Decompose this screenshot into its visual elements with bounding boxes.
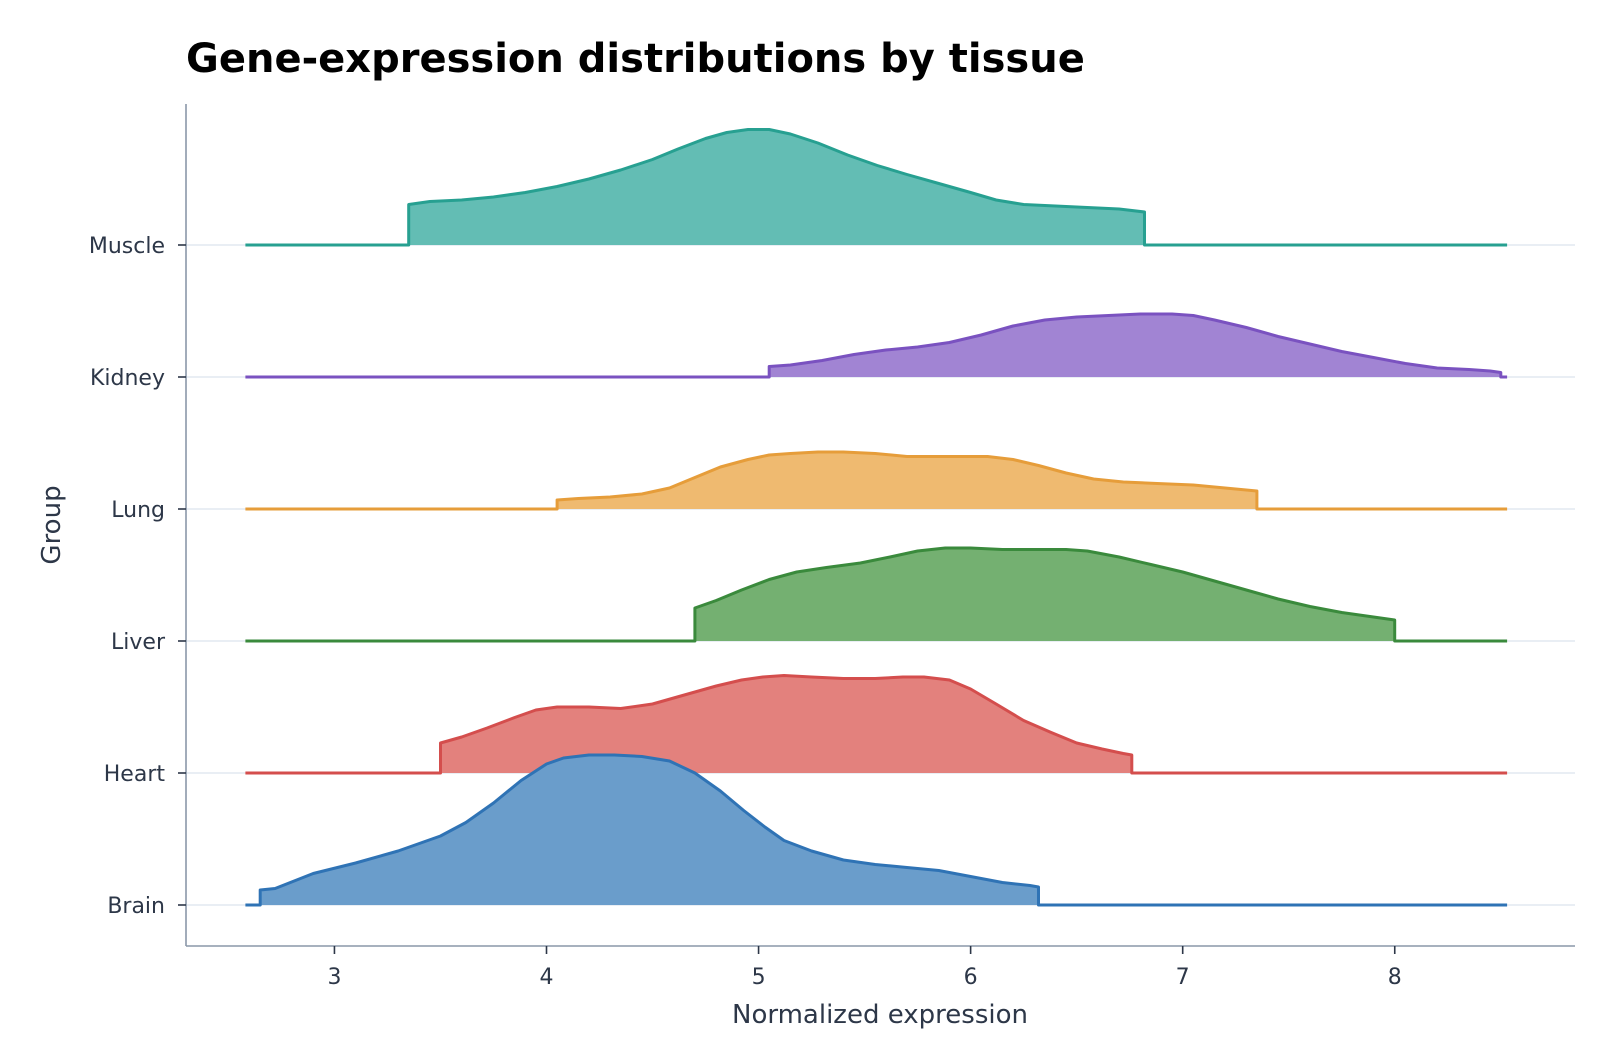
ridge-line-brain	[245, 753, 1508, 907]
x-tick-label-4: 4	[540, 965, 554, 990]
ridge-line-muscle	[245, 128, 1508, 247]
x-ticks: 3 4 5 6 7 8	[327, 946, 1402, 990]
chart-title: Gene-expression distributions by tissue	[186, 36, 1085, 82]
x-tick-label-3: 3	[327, 965, 341, 990]
ridge-line-lung	[245, 450, 1508, 511]
ridge-fill-kidney	[769, 314, 1501, 377]
x-tick-label-8: 8	[1388, 965, 1402, 990]
ridge-fill-heart	[440, 675, 1132, 773]
x-tick-label-5: 5	[752, 965, 766, 990]
ridge-line-heart	[245, 674, 1508, 775]
ridge-fill-muscle	[408, 129, 1145, 245]
ridges	[245, 128, 1508, 907]
y-axis-label: Group	[37, 485, 67, 564]
y-tick-label-muscle: Muscle	[89, 234, 165, 259]
y-tick-label-liver: Liver	[111, 630, 166, 655]
x-axis-label: Normalized expression	[732, 1000, 1028, 1030]
y-tick-label-heart: Heart	[104, 762, 166, 787]
y-ticks: Brain Heart Liver Lung Kidney Muscle	[89, 234, 186, 919]
x-tick-label-6: 6	[964, 965, 978, 990]
ridge-fill-lung	[557, 452, 1257, 509]
x-tick-label-7: 7	[1176, 965, 1190, 990]
y-tick-label-lung: Lung	[111, 498, 165, 523]
ridge-line-liver	[245, 546, 1508, 643]
ridge-line-kidney	[245, 312, 1508, 379]
y-tick-label-kidney: Kidney	[90, 366, 165, 391]
ridge-fill-liver	[694, 548, 1395, 641]
ridge-fill-brain	[260, 755, 1039, 905]
y-tick-label-brain: Brain	[107, 894, 165, 919]
